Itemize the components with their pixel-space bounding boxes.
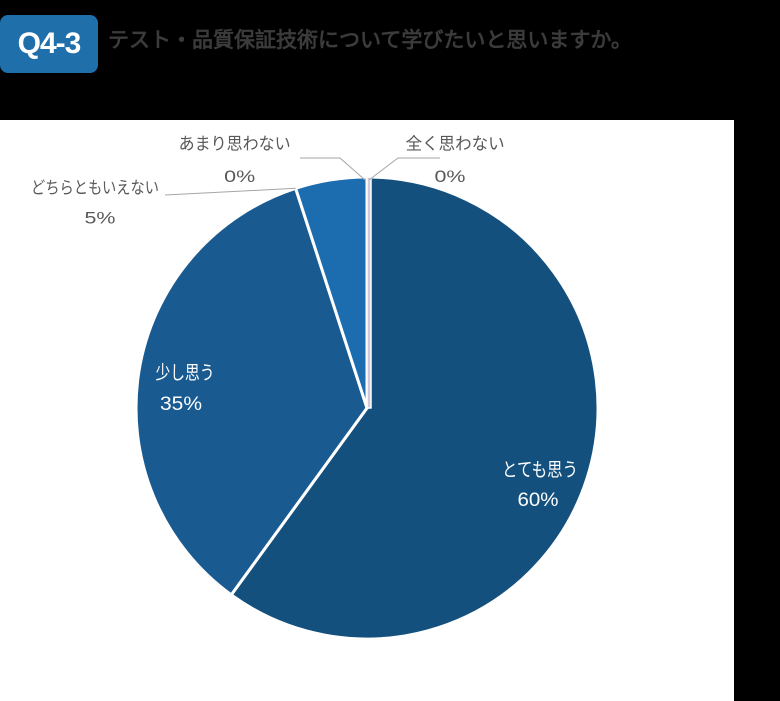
svg-text:とても思う: とても思う	[502, 460, 578, 481]
svg-text:どちらともいえない: どちらともいえない	[31, 178, 159, 197]
svg-text:少し思う: 少し思う	[156, 362, 215, 384]
svg-text:0%: 0%	[224, 167, 255, 186]
svg-text:あまり思わない: あまり思わない	[179, 134, 291, 153]
svg-text:全く思わない: 全く思わない	[406, 134, 505, 153]
svg-text:60%: 60%	[518, 490, 559, 511]
svg-text:35%: 35%	[160, 394, 202, 415]
svg-text:5%: 5%	[85, 208, 116, 227]
svg-text:0%: 0%	[435, 167, 466, 186]
